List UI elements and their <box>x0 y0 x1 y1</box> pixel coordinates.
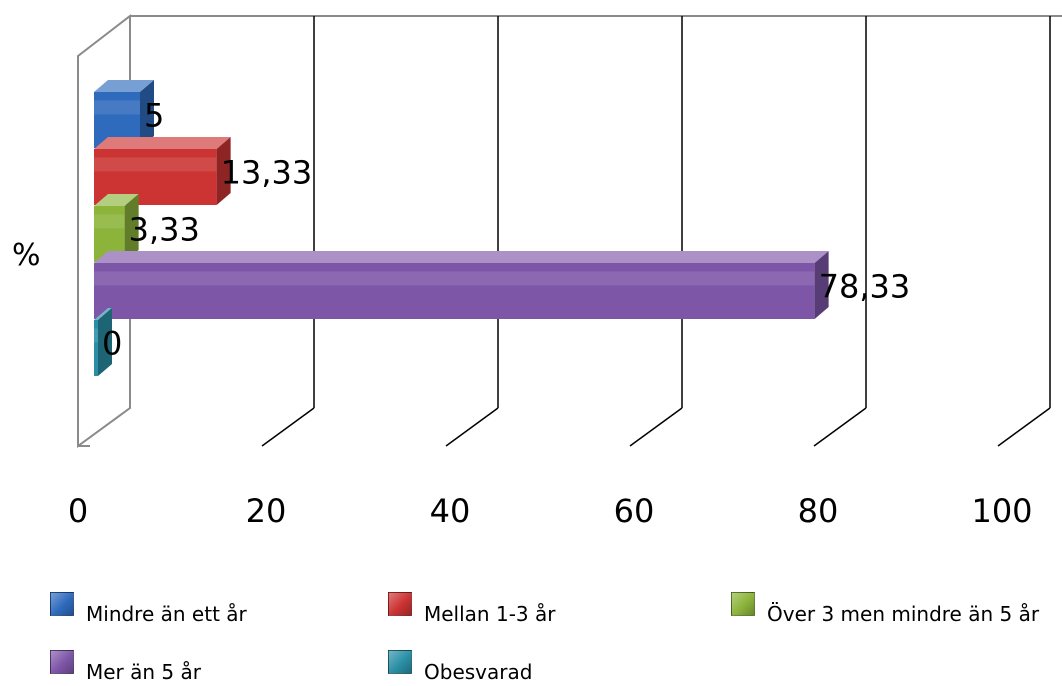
gridline-floor <box>629 407 683 447</box>
bar-top-face <box>94 251 829 263</box>
data-label: 3,33 <box>129 211 200 249</box>
bar-end-face <box>98 308 112 376</box>
legend-item: Mer än 5 år <box>50 650 201 684</box>
gridline-floor <box>445 407 499 447</box>
legend-label: Mellan 1-3 år <box>424 602 556 626</box>
bar-highlight <box>94 157 217 172</box>
gridline-floor <box>813 407 867 447</box>
x-tick-label: 60 <box>614 492 655 530</box>
legend-label: Mindre än ett år <box>86 602 247 626</box>
x-axis-ticks: 0 20 40 60 80 100 <box>68 492 1033 530</box>
legend-item: Mindre än ett år <box>50 592 247 626</box>
legend-item: Mellan 1-3 år <box>388 592 556 626</box>
data-label: 0 <box>102 325 122 363</box>
legend-item: Obesvarad <box>388 650 533 684</box>
data-label: 13,33 <box>221 154 313 192</box>
bar-top-face <box>94 194 139 206</box>
legend-swatch <box>50 592 74 616</box>
bar-end-face <box>814 251 829 319</box>
bar-end-face <box>124 194 139 262</box>
chart-bars <box>94 80 829 376</box>
chart-gridlines <box>77 13 1062 448</box>
x-tick-label: 100 <box>971 492 1032 530</box>
chart-labels: % 5 13,33 3,33 78,33 0 <box>12 97 910 363</box>
legend-label: Mer än 5 år <box>86 660 201 684</box>
legend-label: Obesvarad <box>424 660 533 684</box>
chart-legend: Mindre än ett år Mellan 1-3 år Över 3 men … <box>0 580 1062 686</box>
x-tick-label: 20 <box>246 492 287 530</box>
bar-4 <box>94 251 829 319</box>
bar-chart: % 5 13,33 3,33 78,33 0 0 20 40 60 80 100 <box>12 13 1062 530</box>
bar-highlight <box>94 271 815 286</box>
bar-top-face <box>94 80 154 92</box>
bar-end-face <box>140 80 154 148</box>
gridline-floor <box>261 407 315 447</box>
legend-swatch <box>50 650 74 674</box>
category-axis-label: % <box>12 238 41 273</box>
legend-swatch <box>388 650 412 674</box>
data-label: 5 <box>144 97 164 135</box>
bar-highlight <box>94 328 98 343</box>
bar-top-face <box>94 137 231 149</box>
legend-swatch <box>388 592 412 616</box>
bar-5 <box>94 308 112 376</box>
x-tick-label: 80 <box>798 492 839 530</box>
bar-front-face <box>94 320 98 376</box>
x-tick-label: 0 <box>68 492 88 530</box>
bar-highlight <box>94 214 125 229</box>
data-label: 78,33 <box>819 268 911 306</box>
gridline-floor <box>997 407 1051 447</box>
legend-swatch <box>731 592 755 616</box>
bar-highlight <box>94 100 140 115</box>
legend-label: Över 3 men mindre än 5 år <box>767 602 1040 626</box>
bar-end-face <box>216 137 231 205</box>
legend-item: Över 3 men mindre än 5 år <box>731 592 1040 626</box>
x-tick-label: 40 <box>430 492 471 530</box>
bar-top-face <box>94 308 112 320</box>
